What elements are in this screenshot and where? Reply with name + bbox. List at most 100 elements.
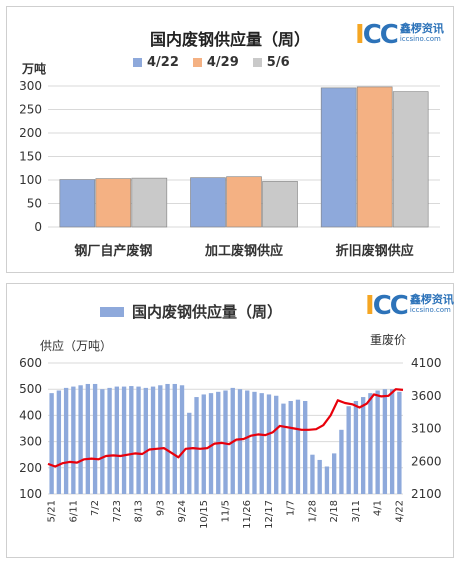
chart2-left-ytick-5: 600 [19, 356, 42, 370]
chart2-bar-24 [223, 390, 228, 494]
chart1-legend: 4/22 4/29 5/6 [133, 55, 290, 70]
chart2-bar-6 [92, 383, 98, 494]
chart2-bar-37 [317, 459, 322, 494]
chart2-price-line [47, 388, 404, 468]
chart2-bar-47 [389, 389, 395, 494]
chart2-bar-9 [114, 386, 119, 494]
chart2-bar-8 [107, 387, 112, 494]
chart2-bar-14 [150, 386, 156, 494]
chart1-bar-2-1 [356, 86, 393, 228]
chart2-xtick-label-4: 8/13 [134, 500, 145, 522]
chart2-bar-42 [353, 400, 359, 494]
chart2-bar-46 [382, 389, 388, 494]
chart2-xtick-label-3: 7/23 [112, 500, 123, 522]
chart2-legend-swatch [100, 306, 124, 317]
chart2-bar-35 [303, 400, 308, 494]
chart1-bar-1-0 [190, 177, 226, 228]
chart1-title: 国内废钢供应量（周） [149, 30, 310, 49]
chart2-bar-2 [63, 387, 69, 494]
chart1-ytick-label-6: 300 [19, 79, 42, 93]
legend-item-4-22: 4/22 [133, 55, 179, 70]
chart2-right-ytick-2: 3100 [411, 422, 442, 436]
chart2-bar-10 [121, 386, 127, 494]
chart2-bar-29 [259, 393, 264, 494]
chart1-bar-0-2 [131, 177, 168, 228]
chart2-bar-20 [194, 397, 199, 494]
chart2-bar-13 [143, 387, 148, 494]
chart2-bar-34 [295, 399, 301, 494]
chart1-bar-0-0 [59, 179, 96, 228]
chart2-bar-36 [310, 454, 315, 494]
chart2-bar-21 [201, 394, 206, 494]
chart1-y-unit: 万吨 [22, 62, 47, 76]
chart2-xtick-label-13: 2/18 [329, 500, 340, 522]
chart2-bar-40 [339, 429, 344, 494]
chart2-bar-12 [136, 386, 141, 494]
chart1-ytick-label-3: 150 [19, 150, 42, 164]
chart1-bar-0-1 [95, 178, 132, 228]
chart1-svg: 0 50 100 150 200 250 300 钢厂自产废钢 加工废钢供应 折旧废钢供应 [19, 79, 440, 259]
chart2-bar-19 [187, 412, 192, 494]
chart2-xtick-label-8: 11/5 [221, 500, 232, 522]
chart2-xtick-label-0: 5/21 [47, 500, 58, 522]
chart2-bar-5 [85, 383, 91, 494]
chart2-legend: 国内废钢供应量（周） [100, 301, 282, 322]
chart2-bar-48 [397, 391, 402, 494]
chart2-left-ylabel: 供应（万吨） [40, 339, 113, 353]
chart2-left-ytick-1: 200 [19, 461, 42, 475]
chart2-bar-11 [129, 386, 134, 494]
chart1-category-label-2: 折旧废钢供应 [336, 243, 414, 259]
chart2-xtick-label-1: 6/11 [68, 500, 79, 522]
logo-cn-text-2: 鑫椤资讯 [409, 293, 454, 306]
chart2-xtick-label-10: 12/17 [264, 500, 275, 529]
chart2-bar-16 [165, 383, 170, 494]
chart2-bar-44 [368, 393, 373, 494]
chart1-bar-2-2 [392, 91, 429, 228]
logo-cn-text: 鑫椤资讯 [399, 22, 444, 35]
chart2-bar-18 [179, 385, 185, 494]
chart2-bar-1 [56, 390, 62, 494]
chart2-xtick-label-7: 10/15 [199, 500, 210, 529]
chart2-bar-39 [332, 453, 337, 494]
chart2-xtick-label-9: 11/26 [242, 500, 253, 529]
chart2-bar-31 [274, 395, 279, 494]
chart1-ytick-label-0: 0 [34, 220, 42, 234]
chart2-bar-41 [346, 406, 351, 494]
chart1-ytick-label-4: 200 [19, 126, 42, 140]
chart1-bar-2-0 [320, 87, 357, 228]
chart2-bar-28 [252, 391, 257, 494]
chart2-bar-43 [360, 397, 366, 494]
chart2-xtick-label-16: 4/22 [394, 500, 405, 522]
chart2-xtick-label-6: 9/24 [177, 500, 188, 522]
legend-item-4-29: 4/29 [192, 55, 239, 70]
legend-item-5-6: 5/6 [252, 55, 290, 70]
chart2-bar-0 [49, 393, 54, 494]
chart2-right-ytick-4: 4100 [411, 356, 442, 370]
chart2-right-ylabel: 重废价 [370, 333, 407, 347]
chart2-xtick-label-2: 7/2 [90, 500, 101, 516]
chart2-bar-22 [208, 393, 214, 494]
chart2-xtick-label-15: 4/1 [373, 500, 384, 516]
chart2-xtick-label-14: 3/11 [351, 500, 362, 522]
chart1-ytick-label-1: 50 [27, 197, 42, 211]
chart2-bar-45 [375, 390, 380, 494]
chart2-left-ytick-3: 400 [19, 408, 42, 422]
logo-url-text: iccsino.com [399, 35, 441, 43]
chart2-left-ytick-0: 100 [19, 487, 42, 501]
chart2-bar-38 [324, 466, 330, 494]
chart2-bar-17 [172, 383, 177, 494]
chart1-ytick-label-5: 250 [19, 103, 42, 117]
chart1-bar-1-1 [226, 176, 262, 228]
chart2-bar-7 [100, 389, 105, 494]
chart2-bar-4 [78, 385, 83, 494]
chart2-bar-30 [266, 394, 272, 494]
chart2-bar-3 [71, 386, 76, 494]
chart1-category-label-1: 加工废钢供应 [204, 243, 283, 259]
chart2-bar-32 [281, 403, 286, 494]
logo-url-text-2: iccsino.com [409, 306, 451, 314]
chart2-bar-26 [237, 389, 243, 494]
chart2-bar-27 [245, 390, 250, 494]
chart1-category-label-0: 钢厂自产废钢 [74, 243, 152, 259]
chart1-ytick-label-2: 100 [19, 173, 42, 187]
